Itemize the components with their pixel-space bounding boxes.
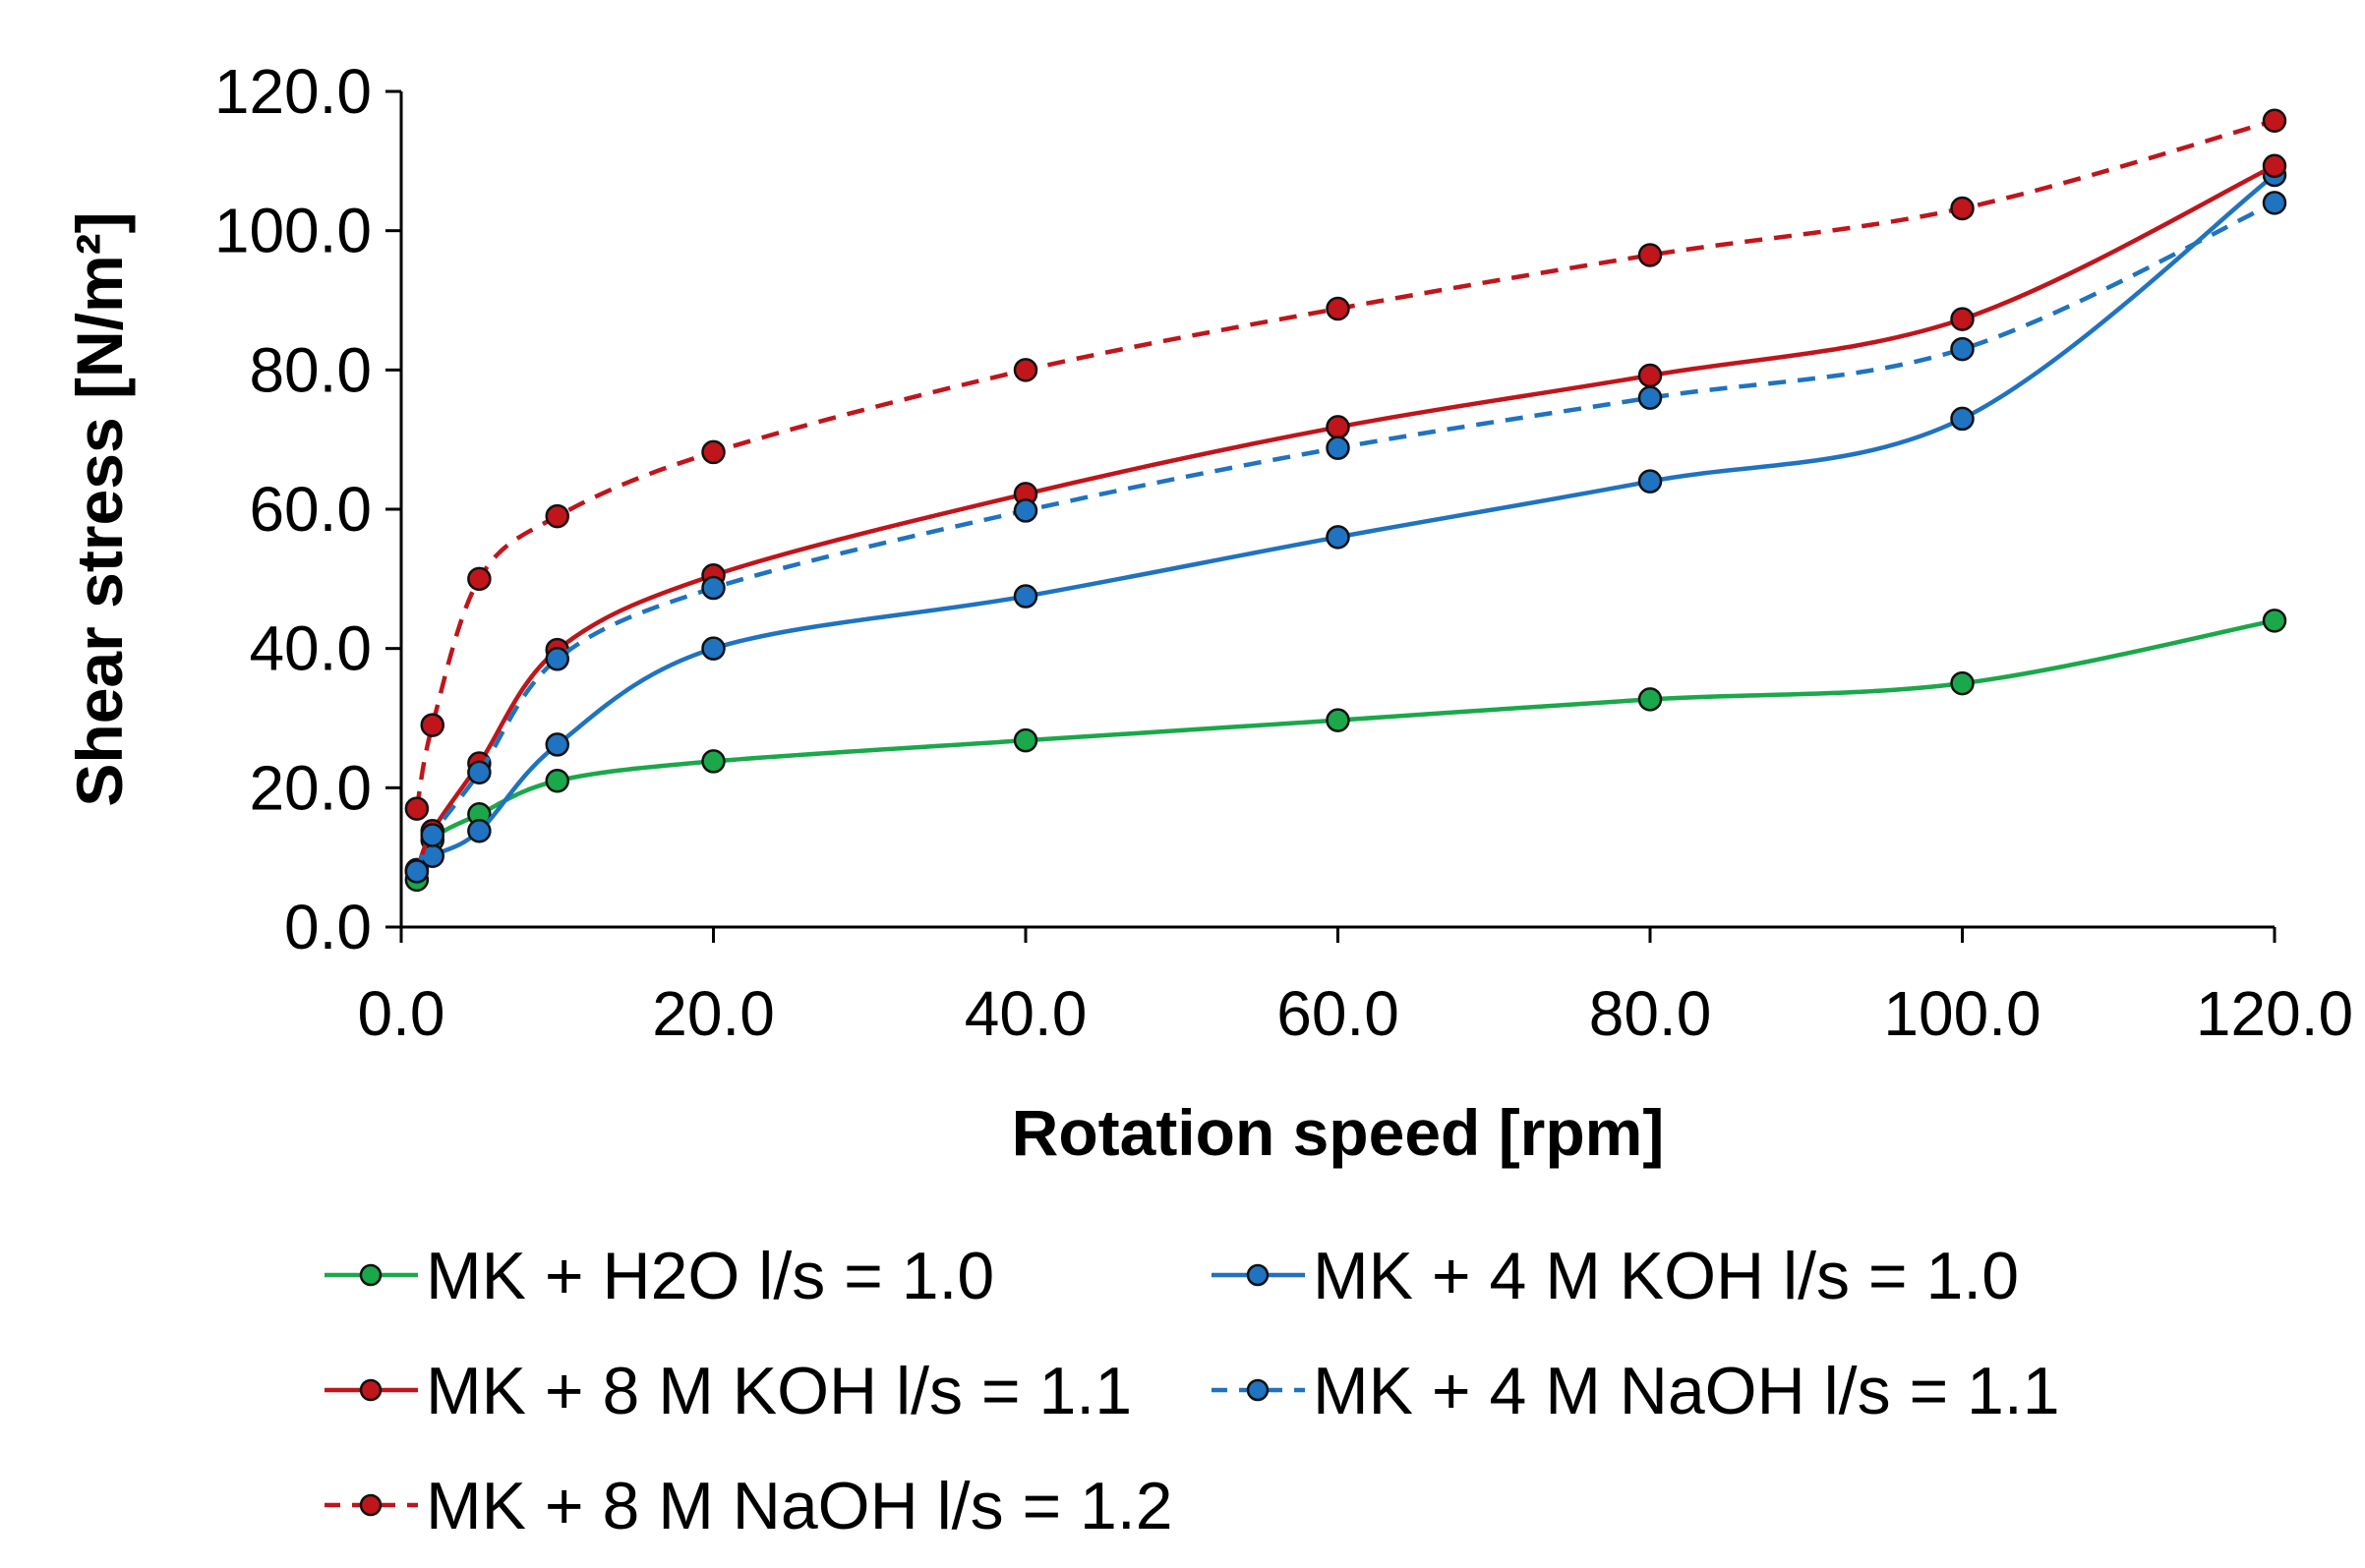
legend-item: MK + 4 M NaOH l/s = 1.1: [1212, 1354, 2060, 1428]
legend-label: MK + 4 M NaOH l/s = 1.1: [1313, 1354, 2060, 1428]
series-5: [404, 108, 2287, 821]
series-3: [404, 153, 2287, 884]
legend-item: MK + 8 M KOH l/s = 1.1: [325, 1354, 1132, 1428]
y-tick-label: 120.0: [214, 56, 372, 127]
series-layer: [404, 108, 2287, 893]
y-axis-title: Shear stress [N/m²]: [63, 211, 136, 806]
legend-label: MK + 4 M KOH l/s = 1.0: [1313, 1239, 2019, 1313]
x-tick-label: 100.0: [1883, 978, 2040, 1049]
x-tick-label: 60.0: [1276, 978, 1399, 1049]
legend-label: MK + H2O l/s = 1.0: [426, 1239, 994, 1313]
data-point: [2262, 609, 2287, 633]
x-axis-ticks: 0.0 20.0 40.0 60.0 80.0 100.0 120.0: [358, 927, 2353, 1049]
data-point: [1950, 196, 1975, 221]
data-point: [1950, 406, 1975, 432]
legend-swatch-marker: [359, 1378, 383, 1402]
data-point: [1637, 243, 1663, 267]
data-point: [701, 749, 726, 774]
data-point: [545, 503, 569, 529]
y-tick-label: 0.0: [284, 892, 372, 962]
legend-label: MK + 8 M KOH l/s = 1.1: [426, 1354, 1132, 1428]
legend-item: MK + H2O l/s = 1.0: [325, 1239, 994, 1313]
y-tick-label: 20.0: [249, 752, 372, 823]
data-point: [545, 647, 569, 671]
data-point: [701, 636, 726, 661]
data-point: [404, 796, 430, 821]
y-tick-label: 60.0: [249, 474, 372, 545]
data-point: [1013, 498, 1038, 523]
data-point: [701, 575, 726, 601]
series-line: [414, 618, 2276, 881]
data-point: [545, 769, 569, 793]
legend-item: MK + 8 M NaOH l/s = 1.2: [325, 1469, 1173, 1543]
legend-swatch-marker: [359, 1263, 383, 1287]
legend: MK + H2O l/s = 1.0 MK + 4 M KOH l/s = 1.0…: [325, 1239, 2060, 1543]
series-2: [404, 162, 2287, 883]
y-tick-label: 80.0: [249, 334, 372, 405]
data-point: [2262, 153, 2287, 179]
data-point: [420, 713, 444, 737]
data-point: [545, 732, 569, 757]
data-point: [467, 760, 492, 784]
data-point: [1326, 415, 1350, 439]
data-point: [1326, 296, 1350, 321]
data-point: [1637, 687, 1663, 712]
x-axis-title: Rotation speed [rpm]: [1012, 1096, 1665, 1169]
x-tick-label: 40.0: [965, 978, 1088, 1049]
data-point: [1637, 385, 1663, 410]
x-tick-label: 80.0: [1589, 978, 1712, 1049]
legend-label: MK + 8 M NaOH l/s = 1.2: [426, 1469, 1173, 1543]
data-point: [1326, 708, 1350, 732]
y-tick-label: 40.0: [249, 613, 372, 684]
data-point: [701, 439, 726, 465]
data-point: [1326, 525, 1350, 550]
y-axis-ticks: 0.0 20.0 40.0 60.0 80.0 100.0 120.0: [214, 56, 401, 962]
series-line: [414, 118, 2276, 809]
data-point: [1950, 336, 1975, 362]
data-point: [467, 566, 492, 592]
data-point: [1950, 307, 1975, 331]
x-tick-label: 20.0: [652, 978, 775, 1049]
series-4: [404, 191, 2287, 884]
legend-swatch-marker: [1246, 1378, 1270, 1402]
data-point: [1013, 727, 1038, 753]
data-point: [2262, 108, 2287, 133]
series-line: [414, 163, 2276, 873]
x-tick-label: 0.0: [358, 978, 445, 1049]
data-point: [1013, 584, 1038, 609]
axes: 0.0 20.0 40.0 60.0 80.0 100.0 120.0 0.0 20.0 40.…: [214, 56, 2353, 1049]
data-point: [2262, 191, 2287, 215]
legend-swatch-marker: [1246, 1263, 1270, 1287]
series-1: [404, 609, 2287, 893]
data-point: [1013, 358, 1038, 382]
data-point: [404, 859, 430, 884]
data-point: [420, 823, 444, 847]
data-point: [467, 819, 492, 843]
data-point: [1637, 469, 1663, 494]
data-point: [1326, 436, 1350, 460]
legend-item: MK + 4 M KOH l/s = 1.0: [1212, 1239, 2019, 1313]
series-line: [414, 201, 2276, 873]
x-tick-label: 120.0: [2196, 978, 2353, 1049]
series-line: [415, 173, 2276, 872]
y-tick-label: 100.0: [214, 196, 372, 266]
data-point: [1637, 363, 1663, 388]
data-point: [1950, 670, 1975, 696]
legend-swatch-marker: [359, 1493, 383, 1517]
